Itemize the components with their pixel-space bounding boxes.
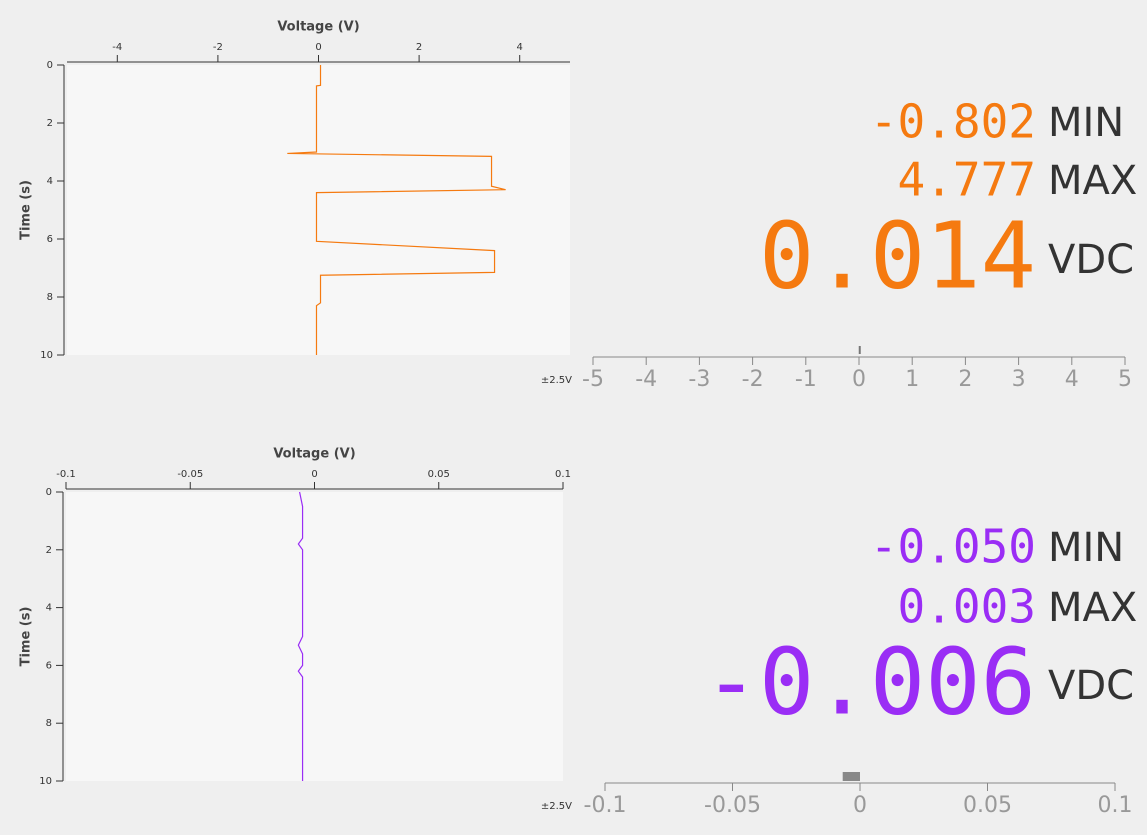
gauge-label: 3 (1012, 367, 1026, 392)
axis-title: Voltage (V) (273, 447, 355, 462)
readout-max: 0.003 (898, 580, 1036, 634)
gauge-label: -1 (795, 367, 817, 392)
y-tick-label: 4 (47, 176, 53, 187)
axis-title: Time (s) (19, 180, 34, 240)
gauge-label: 2 (958, 367, 972, 392)
y-tick-label: 10 (39, 776, 52, 787)
y-tick-label: 2 (46, 545, 52, 556)
readout-min: -0.050 (870, 520, 1036, 574)
range-label: ±2.5V (541, 801, 572, 812)
gauge-label: -4 (635, 367, 657, 392)
y-tick-label: 4 (46, 603, 52, 614)
gauge-marker (842, 772, 860, 781)
y-tick-label: 8 (47, 292, 53, 303)
trace (297, 491, 304, 781)
x-tick-label: 0 (311, 469, 317, 480)
readout-unit: MAX (1048, 585, 1137, 631)
y-tick-label: 6 (47, 234, 53, 245)
gauge-label: -5 (582, 367, 604, 392)
readout-unit: MIN (1048, 525, 1124, 571)
plot-area (66, 492, 563, 781)
gauge-label: -0.1 (584, 793, 627, 818)
axis-title: Time (s) (19, 607, 34, 667)
y-tick-label: 6 (46, 660, 52, 671)
gauge-label: -0.05 (704, 793, 761, 818)
readout-unit: VDC (1048, 237, 1134, 283)
x-tick-label: -4 (112, 42, 122, 53)
readout-unit: VDC (1048, 663, 1134, 709)
y-tick-label: 2 (47, 118, 53, 129)
x-tick-label: 0.1 (555, 469, 571, 480)
plot-area (67, 65, 570, 355)
gauge-label: 0 (852, 367, 866, 392)
x-tick-label: 0.05 (428, 469, 450, 480)
y-tick-label: 8 (46, 718, 52, 729)
readout-min: -0.802 (870, 95, 1036, 149)
axis-title: Voltage (V) (277, 20, 359, 35)
x-tick-label: -2 (213, 42, 223, 53)
x-tick-label: 2 (416, 42, 422, 53)
gauge-label: 5 (1118, 367, 1132, 392)
x-tick-label: 0 (315, 42, 321, 53)
gauge-label: 1 (905, 367, 919, 392)
readout-unit: MAX (1048, 158, 1137, 204)
gauge-label: 0 (853, 793, 867, 818)
gauge-label: 0.05 (963, 793, 1012, 818)
readout-value: 0.014 (759, 202, 1036, 309)
readout-value: -0.006 (704, 628, 1036, 735)
trace (287, 65, 506, 355)
readout-max: 4.777 (898, 153, 1036, 207)
x-tick-label: -0.05 (177, 469, 203, 480)
gauge-label: -2 (742, 367, 764, 392)
gauge-label: 4 (1065, 367, 1079, 392)
y-tick-label: 10 (40, 350, 53, 361)
x-tick-label: 4 (517, 42, 523, 53)
gauge-label: -3 (688, 367, 710, 392)
range-label: ±2.5V (541, 375, 572, 386)
gauge-label: 0.1 (1098, 793, 1133, 818)
readout-unit: MIN (1048, 100, 1124, 146)
x-tick-label: -0.1 (56, 469, 76, 480)
y-tick-label: 0 (46, 487, 52, 498)
y-tick-label: 0 (47, 60, 53, 71)
